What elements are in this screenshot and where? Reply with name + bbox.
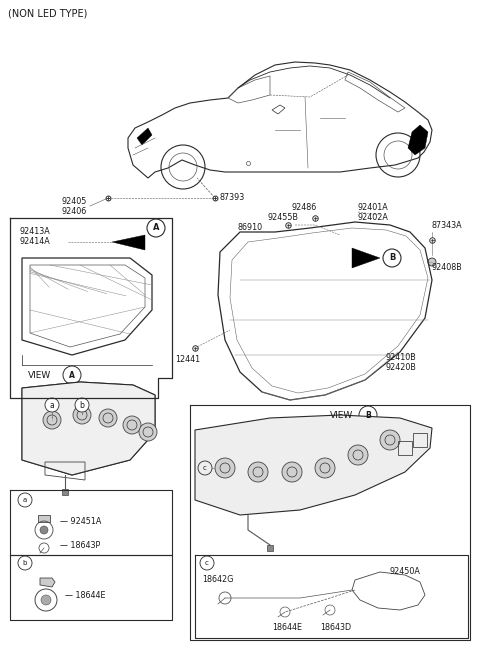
Text: c: c [203, 465, 207, 471]
Circle shape [315, 458, 335, 478]
Polygon shape [195, 415, 432, 515]
Text: 87343A: 87343A [432, 220, 463, 230]
Text: 92402A: 92402A [358, 214, 389, 222]
Text: 18642G: 18642G [202, 576, 233, 584]
Text: 92450A: 92450A [390, 568, 421, 576]
Text: 92455B: 92455B [268, 214, 299, 222]
Circle shape [123, 416, 141, 434]
Circle shape [348, 445, 368, 465]
Circle shape [99, 409, 117, 427]
Text: B: B [365, 410, 371, 420]
Text: 12441: 12441 [175, 355, 200, 365]
Text: VIEW: VIEW [28, 371, 51, 380]
Text: 92413A: 92413A [20, 228, 51, 236]
Text: a: a [23, 497, 27, 503]
Text: 18643D: 18643D [320, 623, 351, 633]
Text: b: b [23, 560, 27, 566]
Circle shape [215, 458, 235, 478]
Text: B: B [389, 254, 395, 262]
Text: — 18643P: — 18643P [60, 540, 100, 550]
Polygon shape [38, 515, 50, 522]
Circle shape [41, 595, 51, 605]
Circle shape [248, 462, 268, 482]
Text: 87393: 87393 [220, 193, 245, 203]
Text: A: A [69, 371, 75, 380]
Text: 92406: 92406 [62, 207, 87, 216]
Polygon shape [137, 128, 152, 145]
Text: 92401A: 92401A [358, 203, 389, 212]
Text: — 18644E: — 18644E [65, 590, 106, 600]
Circle shape [43, 411, 61, 429]
Text: A: A [153, 224, 159, 232]
Circle shape [380, 430, 400, 450]
Text: — 92451A: — 92451A [60, 517, 101, 525]
Polygon shape [352, 248, 380, 268]
Polygon shape [408, 125, 428, 155]
Text: 92408B: 92408B [432, 264, 463, 272]
Circle shape [75, 398, 89, 412]
Circle shape [139, 423, 157, 441]
Text: 86910: 86910 [238, 224, 263, 232]
Circle shape [40, 526, 48, 534]
Circle shape [428, 258, 436, 266]
Text: 92414A: 92414A [20, 238, 51, 246]
Text: 92420B: 92420B [385, 363, 416, 373]
Text: (NON LED TYPE): (NON LED TYPE) [8, 9, 87, 19]
Text: 18644E: 18644E [272, 623, 302, 633]
Text: b: b [80, 400, 84, 410]
Circle shape [45, 398, 59, 412]
Text: c: c [205, 560, 209, 566]
Polygon shape [22, 382, 155, 475]
Circle shape [282, 462, 302, 482]
Polygon shape [112, 235, 145, 250]
Polygon shape [40, 578, 55, 587]
Text: 92486: 92486 [292, 203, 317, 212]
Text: 92410B: 92410B [385, 353, 416, 363]
Text: a: a [49, 400, 54, 410]
Text: 92405: 92405 [62, 197, 87, 207]
Circle shape [73, 406, 91, 424]
Text: VIEW: VIEW [330, 410, 353, 420]
